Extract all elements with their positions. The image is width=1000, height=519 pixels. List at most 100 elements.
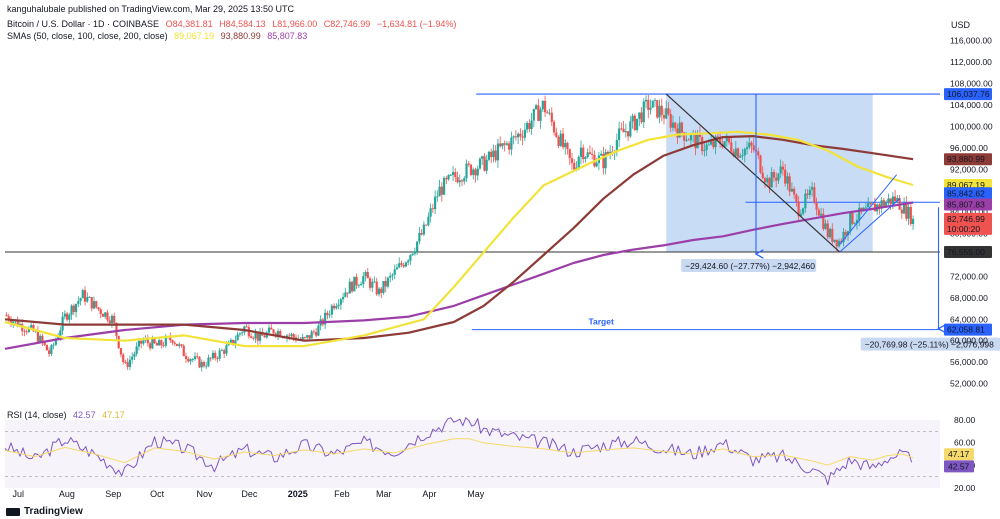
candle-body xyxy=(819,213,823,216)
candle-body xyxy=(205,365,208,367)
candle-body xyxy=(447,174,450,180)
month-tick-8: Mar xyxy=(376,489,392,499)
candle-body xyxy=(384,280,387,287)
candle-body xyxy=(499,143,502,147)
price-tick-6: 92,000.00 xyxy=(950,164,988,174)
sma200-line xyxy=(4,201,914,350)
candle-body xyxy=(786,176,789,184)
candle-body xyxy=(398,263,401,268)
candle-body xyxy=(790,188,793,192)
candle-body xyxy=(133,353,136,357)
sma50-value: 89,067.19 xyxy=(174,31,215,41)
candle-body xyxy=(631,115,634,122)
candle-body xyxy=(896,197,899,202)
candle-body xyxy=(867,203,870,208)
candle-body xyxy=(416,241,419,252)
ohlc-open: O84,381.81 xyxy=(165,19,213,29)
candle-body xyxy=(523,129,526,138)
candle-body xyxy=(620,128,623,130)
candle-body xyxy=(341,296,345,300)
rsi-badge-text-1: 42.57 xyxy=(948,461,970,471)
candle-body xyxy=(151,338,154,349)
candle-body xyxy=(566,142,569,150)
measure-1-badge xyxy=(681,259,817,273)
candle-body xyxy=(407,260,410,263)
rsi-legend: RSI (14, close) 42.57 47.17 xyxy=(7,410,129,420)
candle-body xyxy=(402,264,405,267)
candle-body xyxy=(9,320,13,324)
candle-body xyxy=(126,362,129,368)
candle-body xyxy=(135,346,138,354)
price-badge-7[interactable] xyxy=(944,246,992,259)
publisher-line: kanguhalubale published on TradingView.c… xyxy=(7,4,295,14)
candle-body xyxy=(588,152,592,154)
candle-body xyxy=(478,158,482,169)
price-badge-3[interactable] xyxy=(944,187,992,200)
candle-body xyxy=(902,202,906,214)
sma-label[interactable]: SMAs (50, close, 100, close, 200, close) xyxy=(7,31,168,41)
candle-body xyxy=(752,145,755,151)
candle-body xyxy=(707,144,710,146)
candle-body xyxy=(510,137,513,150)
candle-body xyxy=(487,151,491,160)
candle-body xyxy=(793,188,796,195)
price-tick-11: 64,000.00 xyxy=(950,314,988,324)
candle-body xyxy=(550,112,553,122)
candle-body xyxy=(501,143,504,147)
candle-body xyxy=(236,334,239,341)
candle-body xyxy=(656,100,659,118)
candle-body xyxy=(409,254,412,261)
candle-body xyxy=(162,345,165,347)
price-badge-8[interactable] xyxy=(944,323,992,336)
candle-body xyxy=(885,202,888,206)
candle-body xyxy=(775,177,778,181)
tradingview-logo[interactable]: TradingView xyxy=(6,506,83,517)
candle-body xyxy=(454,172,457,178)
candle-body xyxy=(784,169,787,184)
candle-body xyxy=(808,189,811,195)
candle-body xyxy=(797,201,800,217)
candle-body xyxy=(335,305,338,309)
candle-body xyxy=(339,299,342,305)
rsi-title[interactable]: RSI (14, close) xyxy=(7,410,67,420)
candle-body xyxy=(622,128,625,133)
candle-body xyxy=(395,267,399,270)
candle-body xyxy=(272,329,275,334)
candle-body xyxy=(802,208,805,214)
candle-body xyxy=(804,193,807,209)
candle-body xyxy=(74,303,78,313)
price-badge-0[interactable] xyxy=(944,88,992,101)
candle-body xyxy=(629,121,632,137)
candle-body xyxy=(582,147,585,160)
price-badge-1[interactable] xyxy=(944,153,992,166)
price-badge-5[interactable] xyxy=(944,212,992,225)
price-tick-3: 104,000.00 xyxy=(950,100,993,110)
candle-body xyxy=(315,332,318,336)
candle-body xyxy=(474,169,477,176)
candle-body xyxy=(301,337,304,340)
symbol-name[interactable]: Bitcoin / U.S. Dollar · 1D · COINBASE xyxy=(7,19,160,29)
candle-body xyxy=(366,271,369,279)
candle-body xyxy=(353,276,356,292)
candle-body xyxy=(380,288,383,293)
candle-body xyxy=(633,115,636,130)
candle-body xyxy=(900,209,903,214)
candle-body xyxy=(86,297,89,302)
candle-body xyxy=(178,344,181,346)
month-tick-2: Sep xyxy=(105,489,121,499)
month-tick-7: Feb xyxy=(334,489,350,499)
price-badge-6[interactable] xyxy=(944,222,992,235)
candle-body xyxy=(440,186,443,195)
rsi-value: 42.57 xyxy=(73,410,96,420)
price-tick-13: 56,000.00 xyxy=(950,357,988,367)
candle-body xyxy=(570,158,574,163)
candle-body xyxy=(503,143,506,145)
candle-body xyxy=(521,136,524,138)
candle-body xyxy=(512,136,515,138)
candle-body xyxy=(496,143,500,161)
candle-body xyxy=(422,224,425,235)
price-badge-4[interactable] xyxy=(944,198,992,211)
candle-body xyxy=(229,339,232,343)
candle-body xyxy=(52,344,55,346)
